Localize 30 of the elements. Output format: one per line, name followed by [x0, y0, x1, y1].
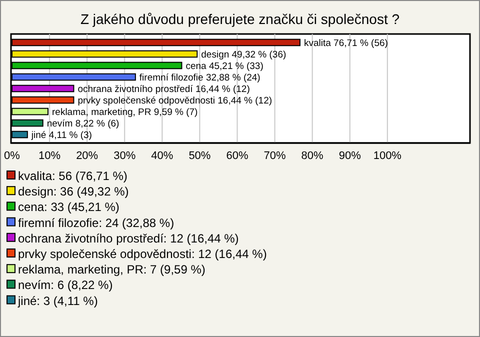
chart-title: Z jakého důvodu preferujete značku či společnost ? — [80, 11, 400, 27]
legend-label: reklama, marketing, PR: 7 (9,59 %) — [18, 262, 206, 277]
data-label: cena 45,21 % (33) — [186, 60, 264, 72]
legend-label: design: 36 (49,32 %) — [18, 184, 129, 199]
legend-label: prvky společenské odpovědnosti: 12 (16,44 %) — [18, 247, 267, 261]
x-tick-label: 100% — [373, 150, 402, 162]
data-label: jiné 4,11 % (3) — [30, 130, 92, 142]
data-label: ochrana životního prostředí 16,44 % (12) — [78, 84, 250, 95]
legend-label: jiné: 3 (4,11 %) — [17, 294, 98, 308]
x-tick-label: 50% — [188, 150, 211, 162]
legend-label: kvalita: 56 (76,71 %) — [18, 169, 128, 183]
x-tick-label: 60% — [226, 150, 248, 162]
legend-label: ochrana životního prostředí: 12 (16,44 %) — [18, 231, 239, 246]
x-tick-label: 20% — [76, 150, 98, 162]
legend-label: cena: 33 (45,21 %) — [18, 200, 120, 214]
x-tick-label: 70% — [264, 150, 286, 162]
x-tick-label: 40% — [151, 150, 174, 162]
data-label: firemní filozofie 32,88 % (24) — [139, 72, 260, 84]
data-label: design 49,32 % (36) — [201, 49, 286, 60]
x-tick-label: 80% — [301, 150, 324, 162]
x-tick-label: 30% — [114, 150, 136, 162]
x-tick-label: 90% — [338, 150, 362, 162]
data-label: kvalita 76,71 % (56) — [304, 38, 388, 49]
data-label: reklama, marketing, PR 9,59 % (7) — [52, 107, 198, 118]
x-tick-label: 0% — [4, 150, 20, 162]
legend-label: nevím: 6 (8,22 %) — [18, 278, 113, 292]
legend-label: firemní filozofie: 24 (32,88 %) — [18, 216, 174, 230]
data-label: prvky společenské odpovědnosti 16,44 % (12) — [78, 96, 272, 107]
x-tick-label: 10% — [38, 150, 61, 162]
data-label: nevím 8,22 % (6) — [46, 118, 120, 130]
